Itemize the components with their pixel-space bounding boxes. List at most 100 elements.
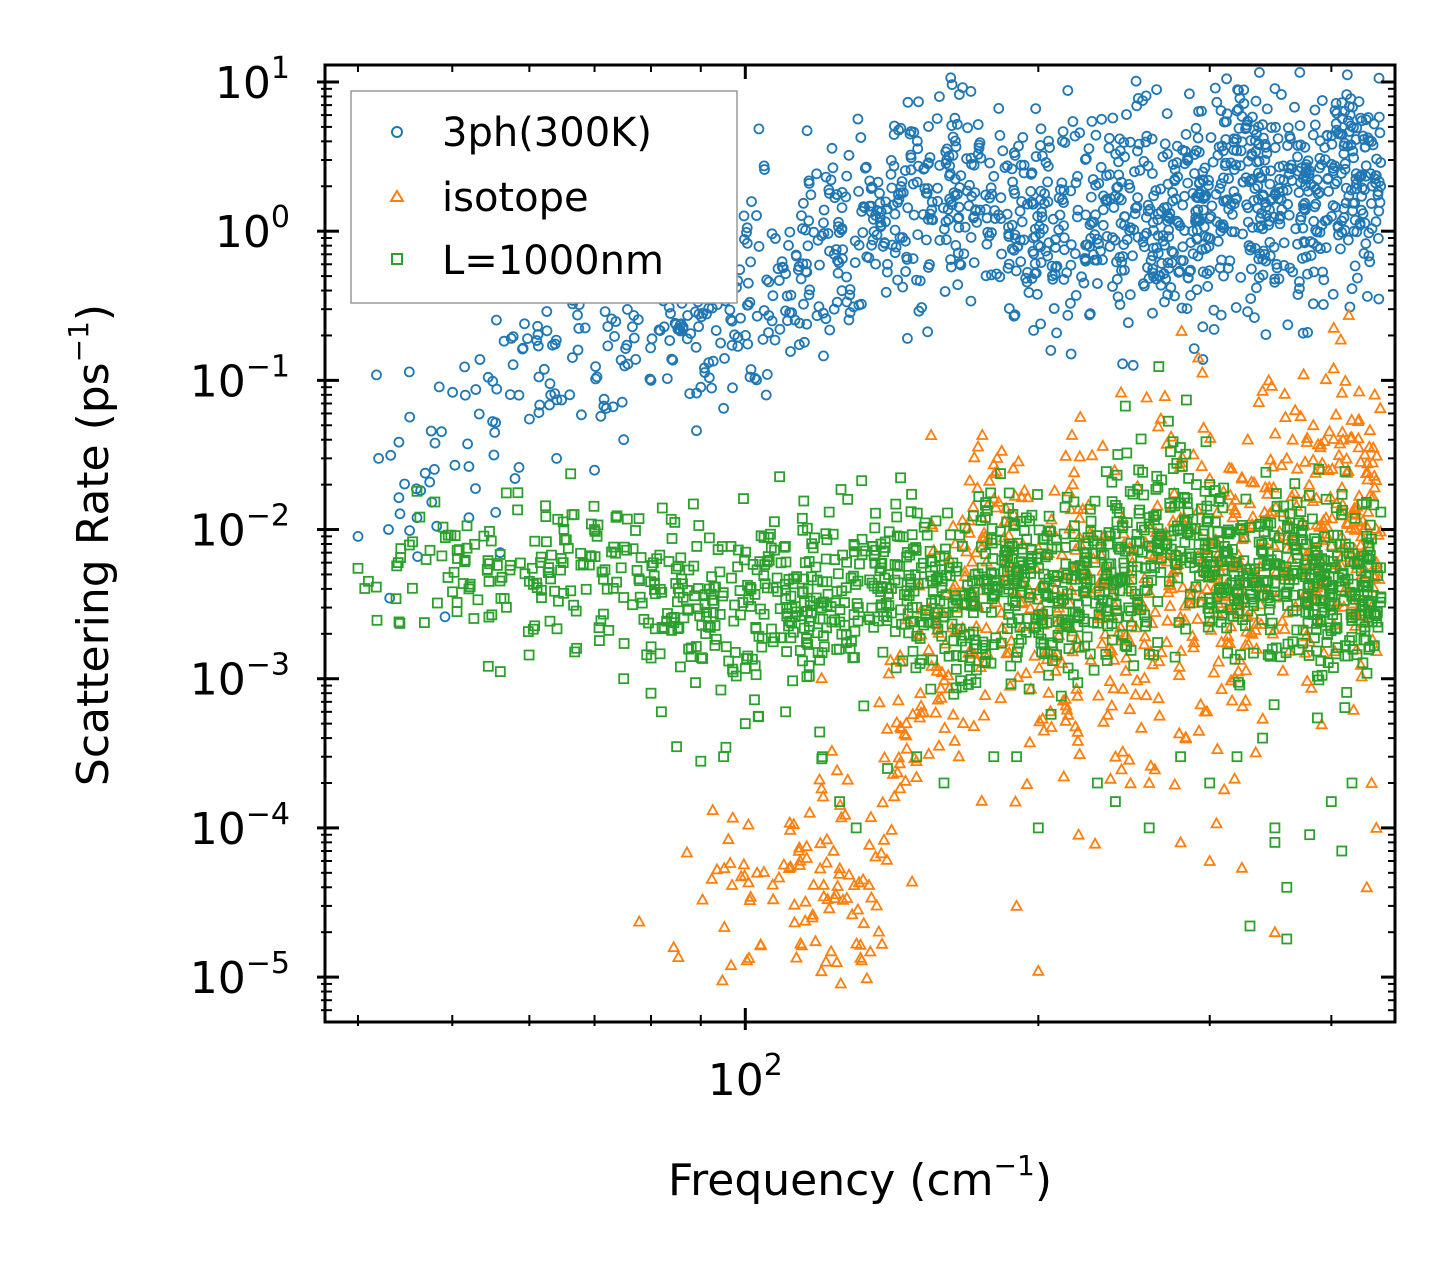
- data-point: [632, 314, 644, 326]
- data-point: [522, 333, 533, 345]
- data-point: [958, 590, 970, 602]
- data-point: [715, 684, 727, 696]
- data-point: [1026, 167, 1038, 179]
- data-point: [810, 561, 822, 573]
- data-point: [751, 374, 762, 386]
- data-point: [914, 275, 926, 287]
- data-point: [740, 546, 751, 558]
- data-point: [949, 112, 961, 124]
- data-point: [729, 329, 740, 341]
- data-point: [373, 452, 385, 464]
- data-point: [907, 602, 918, 613]
- data-point: [1356, 115, 1368, 127]
- data-point: [1299, 197, 1311, 209]
- data-point: [818, 217, 829, 229]
- data-point: [982, 505, 993, 517]
- data-point: [1148, 649, 1159, 661]
- data-point: [796, 610, 808, 622]
- data-point: [931, 692, 945, 705]
- data-point: [1152, 596, 1164, 607]
- data-point: [989, 205, 1001, 216]
- data-point: [1372, 621, 1384, 633]
- data-point: [1199, 544, 1211, 555]
- data-point: [1288, 574, 1300, 585]
- data-point: [468, 613, 480, 624]
- data-point: [1104, 530, 1116, 542]
- data-point: [643, 617, 654, 629]
- data-point: [1234, 679, 1246, 691]
- data-point: [494, 575, 506, 587]
- data-point: [1023, 735, 1037, 748]
- legend-label-boundary: L=1000nm: [442, 238, 664, 284]
- data-point: [1328, 529, 1340, 541]
- data-point: [1315, 616, 1326, 628]
- data-point: [568, 599, 579, 611]
- data-point: [1027, 245, 1039, 257]
- data-point: [766, 623, 777, 635]
- data-point: [1185, 581, 1200, 594]
- data-point: [988, 591, 1000, 602]
- data-point: [1285, 133, 1296, 145]
- data-point: [710, 862, 724, 875]
- data-point: [1274, 213, 1285, 225]
- data-point: [728, 615, 740, 627]
- data-point: [538, 363, 550, 375]
- data-point: [425, 425, 437, 437]
- data-point: [1018, 167, 1030, 179]
- data-point: [551, 452, 562, 464]
- data-point: [1264, 452, 1278, 465]
- data-point: [704, 532, 715, 544]
- data-point: [523, 649, 535, 661]
- data-point: [1342, 308, 1356, 320]
- data-point: [656, 706, 667, 718]
- data-point: [882, 763, 893, 774]
- data-point: [1351, 226, 1363, 238]
- y-tick-label: 100: [215, 200, 290, 258]
- data-point: [1100, 649, 1112, 660]
- data-point: [834, 616, 846, 628]
- data-point: [699, 589, 711, 600]
- data-point: [1159, 138, 1171, 150]
- data-point: [675, 661, 686, 673]
- data-point: [1081, 595, 1092, 607]
- data-point: [725, 541, 737, 552]
- data-point: [751, 310, 763, 322]
- data-point: [780, 556, 792, 568]
- data-point: [1221, 116, 1232, 127]
- data-point: [1264, 650, 1276, 662]
- data-point: [977, 636, 989, 648]
- data-point: [957, 541, 968, 552]
- data-point: [1017, 483, 1032, 496]
- data-point: [1350, 593, 1361, 605]
- data-point: [982, 473, 996, 486]
- data-point: [1309, 632, 1320, 644]
- data-point: [714, 609, 726, 620]
- data-point: [930, 617, 942, 629]
- data-point: [1009, 149, 1021, 161]
- data-point: [963, 473, 977, 486]
- data-point: [769, 334, 781, 346]
- data-point: [1059, 698, 1073, 711]
- data-point: [635, 552, 647, 563]
- data-point: [1007, 508, 1019, 520]
- data-point: [1250, 95, 1262, 107]
- data-point: [821, 892, 835, 905]
- data-point: [808, 934, 823, 947]
- data-point: [1061, 621, 1073, 633]
- data-point: [1349, 214, 1361, 226]
- data-point: [1371, 562, 1383, 574]
- data-point: [1197, 420, 1211, 433]
- data-point: [943, 650, 955, 662]
- data-point: [1143, 540, 1155, 552]
- data-point: [791, 571, 802, 582]
- data-point: [1215, 225, 1227, 237]
- data-point: [830, 763, 844, 776]
- data-point: [1070, 177, 1082, 189]
- data-point: [1130, 75, 1142, 87]
- data-point: [922, 747, 936, 759]
- data-point: [758, 305, 770, 316]
- data-point: [811, 574, 823, 586]
- data-point: [1212, 235, 1224, 247]
- y-tick-label-exp: −5: [246, 946, 290, 981]
